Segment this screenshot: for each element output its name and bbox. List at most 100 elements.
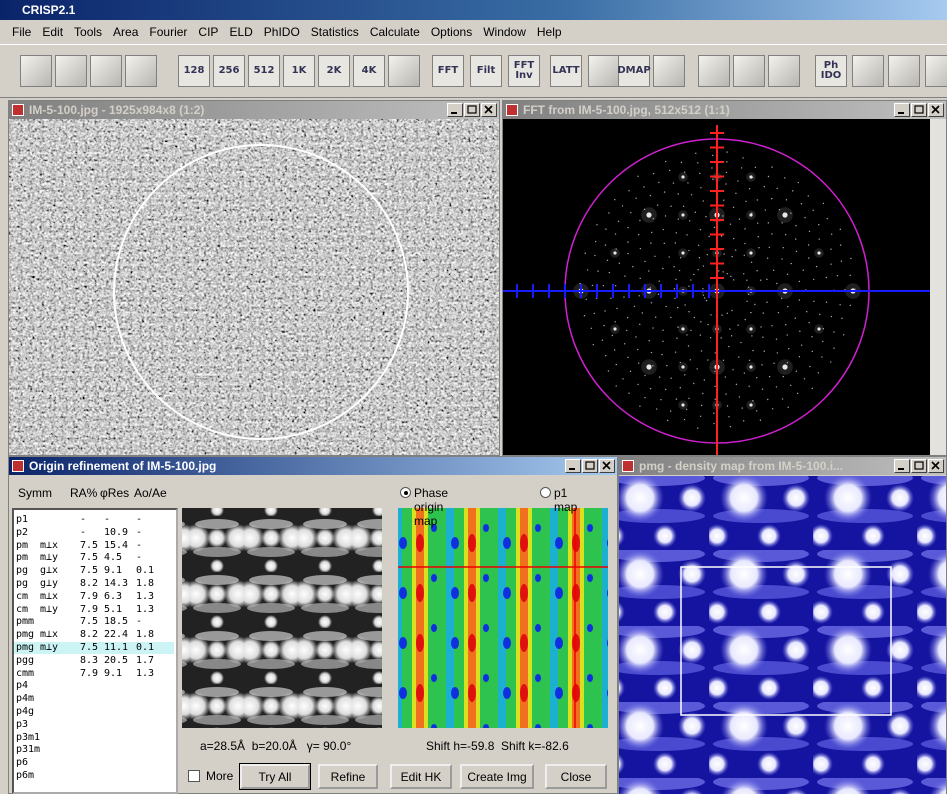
menu-item[interactable]: PhIDO — [264, 25, 300, 42]
radio-button[interactable] — [540, 487, 551, 498]
symmetry-row[interactable]: p6m — [14, 770, 174, 782]
menu-item[interactable]: Statistics — [311, 25, 359, 42]
menu-item[interactable]: CIP — [198, 25, 218, 42]
toolbar-button[interactable]: FFT — [432, 55, 464, 87]
menu-item[interactable]: Fourier — [149, 25, 187, 42]
checkbox[interactable] — [188, 770, 200, 782]
close-button[interactable] — [928, 459, 944, 473]
close-button[interactable] — [928, 103, 944, 117]
menu-item[interactable]: Area — [113, 25, 138, 42]
menu-item[interactable]: Help — [537, 25, 562, 42]
symmetry-row[interactable]: p3m1 — [14, 732, 174, 744]
toolbar-button[interactable] — [388, 55, 420, 87]
symmetry-row[interactable]: p4 — [14, 680, 174, 692]
maximize-button[interactable] — [464, 103, 480, 117]
menu-item[interactable]: Calculate — [370, 25, 420, 42]
maximize-button[interactable] — [911, 103, 927, 117]
toolbar-button[interactable]: Filt — [470, 55, 502, 87]
toolbar-button[interactable] — [20, 55, 52, 87]
symmetry-row[interactable]: p6 — [14, 757, 174, 769]
toolbar-button[interactable] — [733, 55, 765, 87]
toolbar-button[interactable] — [55, 55, 87, 87]
minimize-button[interactable] — [565, 459, 581, 473]
menu-item[interactable]: Tools — [74, 25, 102, 42]
cell-ratio: 1.3 — [136, 604, 154, 615]
cell-res: 18.5 — [104, 616, 128, 627]
cell-axis: m⊥y — [40, 642, 58, 653]
toolbar-button[interactable]: LATT — [550, 55, 582, 87]
button[interactable]: Close — [545, 764, 607, 789]
maximize-button[interactable] — [911, 459, 927, 473]
radio-button[interactable] — [400, 487, 411, 498]
origin-shift: Shift h=-59.8 Shift k=-82.6 — [426, 739, 569, 753]
toolbar-button[interactable] — [698, 55, 730, 87]
toolbar-button[interactable]: DMAP — [618, 55, 650, 87]
button[interactable]: Create Img — [460, 764, 534, 789]
density-window[interactable]: pmg - density map from IM-5-100.i... — [618, 456, 947, 794]
radio-label[interactable]: p1 map — [554, 486, 577, 514]
close-button[interactable] — [481, 103, 497, 117]
cell-axis: g⊥y — [40, 578, 58, 589]
toolbar-button[interactable]: 128 — [178, 55, 210, 87]
menu-item[interactable]: File — [12, 25, 31, 42]
radio-label[interactable]: Phase origin map — [414, 486, 448, 528]
symmetry-row[interactable]: p1--- — [14, 514, 174, 526]
symmetry-row[interactable]: p31m — [14, 744, 174, 756]
toolbar-button[interactable]: 4K — [353, 55, 385, 87]
menu-item[interactable]: Edit — [42, 25, 63, 42]
symmetry-row[interactable]: p4g — [14, 706, 174, 718]
menu-item[interactable]: Options — [431, 25, 472, 42]
close-button[interactable] — [599, 459, 615, 473]
minimize-button[interactable] — [894, 103, 910, 117]
toolbar-button[interactable] — [588, 55, 620, 87]
minimize-button[interactable] — [894, 459, 910, 473]
cell-symm: p1 — [16, 514, 28, 525]
toolbar-button[interactable]: 512 — [248, 55, 280, 87]
cell-ra: 7.9 — [80, 668, 98, 679]
toolbar-button[interactable] — [768, 55, 800, 87]
cell-res: 11.1 — [104, 642, 128, 653]
toolbar-button[interactable] — [888, 55, 920, 87]
checkbox-label[interactable]: More — [206, 769, 233, 783]
symmetry-row[interactable]: p3 — [14, 719, 174, 731]
toolbar-button[interactable] — [90, 55, 122, 87]
menu-item[interactable]: Window — [483, 25, 526, 42]
cell-axis: m⊥x — [40, 591, 58, 602]
toolbar-button[interactable] — [125, 55, 157, 87]
toolbar-button[interactable]: FFT Inv — [508, 55, 540, 87]
fft-window[interactable]: FFT from IM-5-100.jpg, 512x512 (1:1) — [502, 100, 947, 456]
button[interactable]: Refine — [318, 764, 378, 789]
cell-ratio: - — [136, 616, 142, 627]
cell-res: 22.4 — [104, 629, 128, 640]
minimize-button[interactable] — [447, 103, 463, 117]
image-window[interactable]: IM-5-100.jpg - 1925x984x8 (1:2) — [8, 100, 500, 456]
symmetry-row[interactable]: p4m — [14, 693, 174, 705]
symmetry-row[interactable]: p2-10.9- — [14, 527, 174, 539]
scrollbar[interactable] — [930, 119, 946, 455]
maximize-button[interactable] — [582, 459, 598, 473]
button[interactable]: Try All — [240, 764, 310, 789]
menu-item[interactable]: ELD — [229, 25, 252, 42]
toolbar-button[interactable]: Ph IDO — [815, 55, 847, 87]
toolbar-button[interactable] — [653, 55, 685, 87]
button[interactable]: Edit HK — [390, 764, 452, 789]
toolbar-button[interactable]: 1K — [283, 55, 315, 87]
cell-res: 20.5 — [104, 655, 128, 666]
toolbar-button[interactable]: 2K — [318, 55, 350, 87]
toolbar-button[interactable] — [852, 55, 884, 87]
cell-ra: 7.9 — [80, 604, 98, 615]
toolbar-button[interactable]: 256 — [213, 55, 245, 87]
toolbar-button[interactable] — [925, 55, 947, 87]
